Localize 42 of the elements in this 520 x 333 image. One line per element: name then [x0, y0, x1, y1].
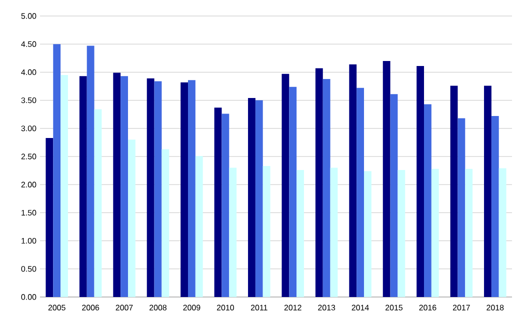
bar	[431, 168, 439, 297]
bar	[146, 78, 154, 297]
bar	[53, 44, 61, 297]
bar	[315, 68, 323, 297]
bar	[356, 88, 364, 297]
bar	[382, 60, 390, 297]
bar	[60, 75, 68, 297]
bar	[491, 116, 499, 297]
bar	[349, 64, 357, 297]
bar	[188, 80, 196, 297]
bar	[498, 168, 506, 297]
bar	[120, 76, 128, 297]
bar	[180, 82, 188, 297]
bar	[195, 156, 203, 297]
bar	[330, 168, 338, 297]
bar	[262, 166, 270, 297]
bar	[296, 170, 304, 297]
bar	[289, 86, 297, 297]
bar	[465, 168, 473, 297]
bar	[364, 171, 372, 297]
bar	[214, 108, 222, 297]
bar	[458, 118, 466, 297]
bar	[86, 46, 94, 297]
bar	[222, 114, 230, 297]
bar	[282, 74, 290, 297]
bar	[94, 109, 102, 297]
bar	[79, 76, 87, 297]
bar	[229, 168, 237, 297]
bar	[450, 86, 458, 297]
bar	[322, 78, 330, 297]
bar	[424, 104, 432, 297]
bar	[398, 170, 406, 297]
bar	[484, 86, 492, 297]
bar	[248, 98, 256, 297]
bar	[46, 138, 54, 297]
bar	[162, 149, 170, 297]
bar	[113, 72, 121, 297]
bar	[128, 140, 136, 297]
bar	[255, 100, 263, 297]
bar	[390, 94, 398, 297]
bar	[416, 66, 424, 297]
bar	[154, 81, 162, 297]
